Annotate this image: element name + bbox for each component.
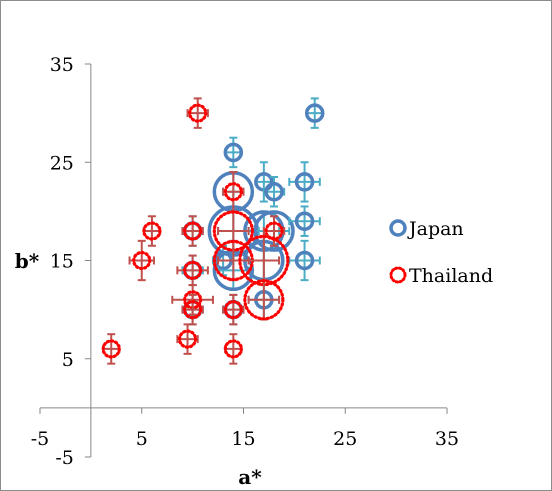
point-marker [223,300,243,320]
point-marker [223,142,244,163]
y-tick-label: 15 [50,251,74,273]
y-tick-label: 25 [50,152,74,174]
point-marker [132,250,152,271]
data-point [243,279,285,321]
data-point [223,136,244,169]
point-marker [253,210,295,252]
series-japan [181,97,325,326]
y-tick-label: -5 [55,447,74,469]
series-thailand [101,97,290,365]
data-point [288,205,321,237]
point-marker [183,300,203,320]
data-point [176,323,199,355]
data-point [128,239,155,282]
data-point [181,215,204,247]
point-marker [294,250,315,271]
point-marker [243,279,285,321]
point-marker [223,182,243,202]
point-marker [188,103,208,123]
data-point [288,161,321,203]
data-point [262,215,286,247]
point-marker [223,339,243,359]
data-point [222,171,245,213]
data-point [288,239,321,282]
point-marker [183,260,203,280]
x-tick-label: 25 [333,428,357,450]
point-marker [177,329,198,349]
data-point [262,175,286,208]
legend-marker [389,266,407,284]
data-point [142,215,162,247]
point-marker [304,103,325,123]
x-axis-label: a* [238,465,262,489]
series-layer [101,97,325,365]
data-point [186,97,209,129]
data-point [176,254,209,287]
y-tick-label: 5 [62,349,74,371]
x-tick-label: 5 [136,428,148,450]
legend-label: Japan [407,218,464,240]
point-marker [142,221,162,241]
legend-item-thailand: Thailand [389,265,493,287]
data-point [222,293,245,326]
y-tick-label: 35 [50,54,74,76]
legend-item-japan: Japan [389,218,464,240]
axes: -5 5 15 25 35 -5 5 15 25 35 [31,54,459,469]
point-marker [294,172,315,192]
legend-label: Thailand [409,265,493,287]
x-tick-label: 15 [231,428,255,450]
data-point [212,239,254,282]
y-ticks: -5 5 15 25 35 [50,54,91,469]
data-point [223,333,243,365]
point-marker [183,221,203,241]
data-point [101,333,121,365]
legend: Japan Thailand [389,218,493,287]
x-tick-label: -5 [31,428,50,450]
x-ticks: -5 5 15 25 35 [31,407,459,450]
legend-marker [389,219,407,237]
x-tick-label: 35 [435,428,459,450]
point-marker [101,339,121,359]
data-point [181,293,204,326]
point-marker [294,211,315,231]
y-axis-label: b* [15,249,40,273]
data-point [304,97,325,129]
point-marker [264,181,284,202]
